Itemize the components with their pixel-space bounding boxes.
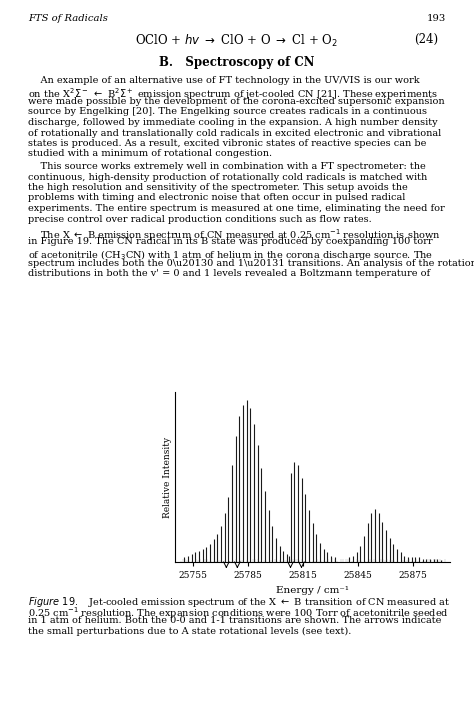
Text: states is produced. As a result, excited vibronic states of reactive species can: states is produced. As a result, excited… (28, 139, 427, 148)
Text: were made possible by the development of the corona-excited supersonic expansion: were made possible by the development of… (28, 97, 445, 106)
Text: 0.25 cm$^{-1}$ resolution. The expansion conditions were 100 Torr of acetonitril: 0.25 cm$^{-1}$ resolution. The expansion… (28, 606, 449, 621)
Text: studied with a minimum of rotational congestion.: studied with a minimum of rotational con… (28, 150, 272, 158)
Text: of rotationally and translationally cold radicals in excited electronic and vibr: of rotationally and translationally cold… (28, 129, 441, 138)
Text: FTS of Radicals: FTS of Radicals (28, 14, 108, 23)
Text: in 1 atm of helium. Both the 0-0 and 1-1 transitions are shown. The arrows indic: in 1 atm of helium. Both the 0-0 and 1-1… (28, 616, 441, 625)
Text: experiments. The entire spectrum is measured at one time, eliminating the need f: experiments. The entire spectrum is meas… (28, 204, 445, 213)
Text: problems with timing and electronic noise that often occur in pulsed radical: problems with timing and electronic nois… (28, 194, 405, 202)
Text: 193: 193 (427, 14, 446, 23)
Text: $\mathbf{\mathit{Figure\ 19.}}$   Jet-cooled emission spectrum of the X $\leftar: $\mathbf{\mathit{Figure\ 19.}}$ Jet-cool… (28, 595, 450, 609)
Text: discharge, followed by immediate cooling in the expansion. A high number density: discharge, followed by immediate cooling… (28, 118, 438, 127)
Text: distributions in both the v' = 0 and 1 levels revealed a Boltzmann temperature o: distributions in both the v' = 0 and 1 l… (28, 269, 430, 278)
Text: the small perturbations due to A state rotational levels (see text).: the small perturbations due to A state r… (28, 626, 351, 635)
Text: of acetonitrile (CH$_3$CN) with 1 atm of helium in the corona discharge source. : of acetonitrile (CH$_3$CN) with 1 atm of… (28, 248, 433, 262)
Text: (24): (24) (414, 33, 438, 46)
Text: in Figure 19. The CN radical in its B state was produced by coexpanding 100 torr: in Figure 19. The CN radical in its B st… (28, 238, 433, 246)
Text: An example of an alternative use of FT technology in the UV/VIS is our work: An example of an alternative use of FT t… (28, 76, 419, 85)
Text: continuous, high-density production of rotationally cold radicals is matched wit: continuous, high-density production of r… (28, 173, 427, 182)
Text: B.   Spectroscopy of CN: B. Spectroscopy of CN (159, 56, 315, 69)
Y-axis label: Relative Intensity: Relative Intensity (163, 437, 172, 518)
Text: The X $\leftarrow$ B emission spectrum of CN measured at 0.25 cm$^{-1}$ resoluti: The X $\leftarrow$ B emission spectrum o… (28, 227, 440, 243)
Text: the high resolution and sensitivity of the spectrometer. This setup avoids the: the high resolution and sensitivity of t… (28, 183, 408, 192)
Text: on the X$^2\Sigma^-$ $\leftarrow$ B$^2\Sigma^+$ emission spectrum of jet-cooled : on the X$^2\Sigma^-$ $\leftarrow$ B$^2\S… (28, 87, 438, 102)
Text: This source works extremely well in combination with a FT spectrometer: the: This source works extremely well in comb… (28, 162, 426, 171)
Text: spectrum includes both the 0\u20130 and 1\u20131 transitions. An analysis of the: spectrum includes both the 0\u20130 and … (28, 258, 474, 268)
Text: OClO + $hv$ $\rightarrow$ ClO + O $\rightarrow$ Cl + O$_2$: OClO + $hv$ $\rightarrow$ ClO + O $\righ… (136, 33, 338, 49)
Text: precise control over radical production conditions such as flow rates.: precise control over radical production … (28, 214, 372, 224)
Text: source by Engelking [20]. The Engelking source creates radicals in a continuous: source by Engelking [20]. The Engelking … (28, 107, 427, 116)
X-axis label: Energy / cm⁻¹: Energy / cm⁻¹ (276, 586, 349, 594)
